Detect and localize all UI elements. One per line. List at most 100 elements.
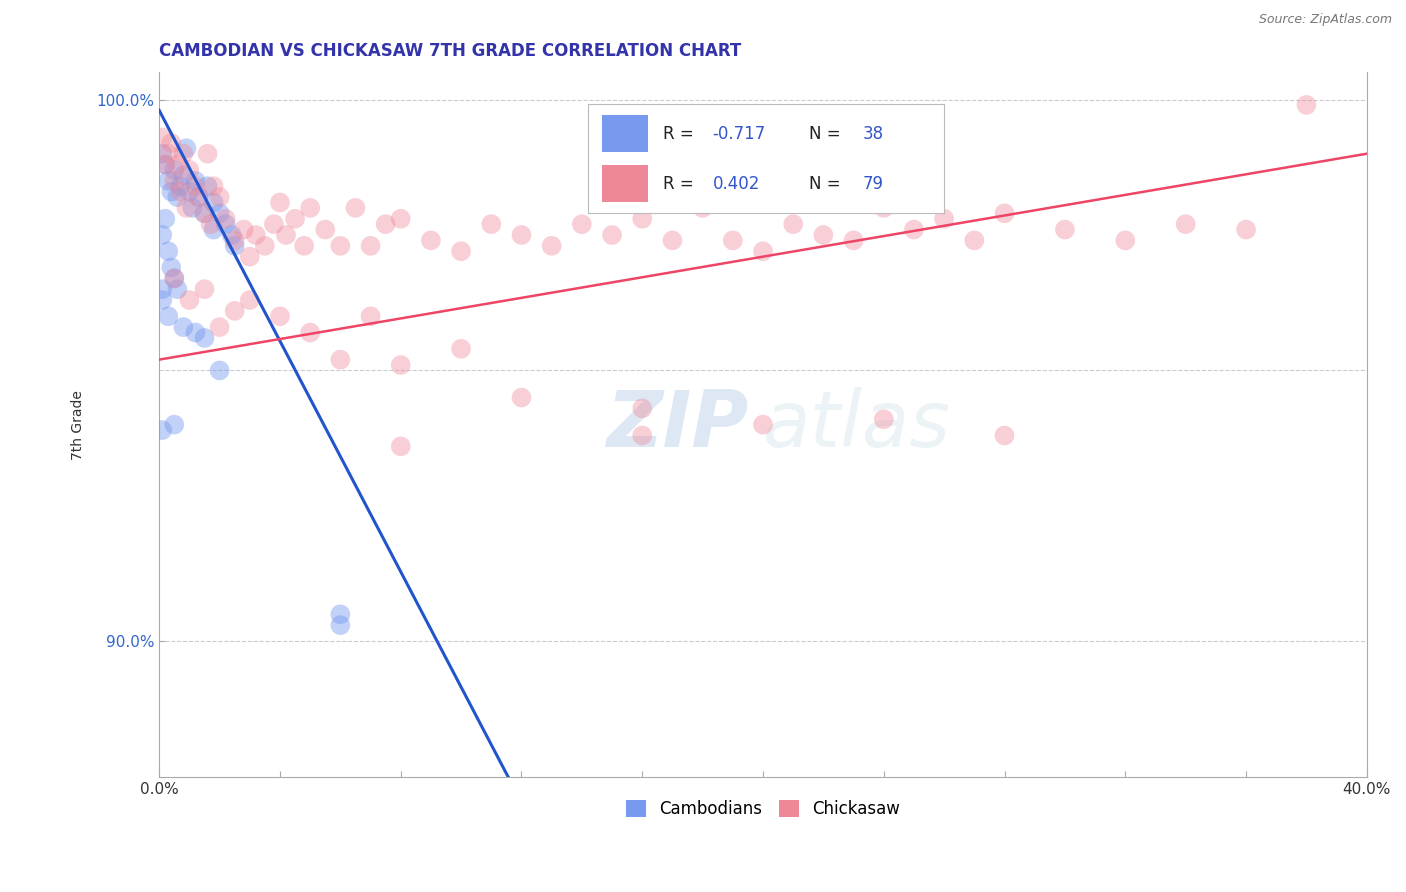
Point <box>389 439 412 453</box>
Point <box>389 358 412 372</box>
Point <box>571 217 593 231</box>
Point <box>510 391 533 405</box>
Point <box>631 401 654 416</box>
Legend: Cambodians, Chickasaw: Cambodians, Chickasaw <box>619 793 907 825</box>
Point <box>160 260 183 275</box>
Point <box>299 201 322 215</box>
Point <box>269 195 291 210</box>
Point <box>873 412 896 426</box>
Point <box>202 179 225 194</box>
Point <box>193 282 215 296</box>
Point <box>232 222 254 236</box>
Point <box>163 174 186 188</box>
Point <box>184 326 207 340</box>
Point <box>540 239 562 253</box>
Point <box>208 190 231 204</box>
Point <box>842 234 865 248</box>
Point <box>329 618 352 632</box>
Point <box>163 271 186 285</box>
Point <box>661 234 683 248</box>
Point <box>263 217 285 231</box>
Point <box>752 417 775 432</box>
Point <box>166 282 188 296</box>
Point <box>1114 234 1136 248</box>
Point <box>239 250 262 264</box>
Point <box>374 217 396 231</box>
Point <box>157 244 180 259</box>
Point <box>450 244 472 259</box>
Point <box>160 185 183 199</box>
Point <box>155 157 177 171</box>
Point <box>150 146 173 161</box>
Point <box>197 179 219 194</box>
Point <box>169 185 191 199</box>
Point <box>176 141 198 155</box>
Point <box>179 293 201 307</box>
Point <box>479 217 502 231</box>
Point <box>172 146 194 161</box>
Point <box>782 217 804 231</box>
Point <box>150 130 173 145</box>
Point <box>184 174 207 188</box>
Point <box>631 211 654 226</box>
Point <box>329 239 352 253</box>
Point <box>208 363 231 377</box>
Point <box>166 190 188 204</box>
Point <box>208 320 231 334</box>
Point <box>184 179 207 194</box>
Point <box>157 174 180 188</box>
Point <box>299 326 322 340</box>
Point <box>193 206 215 220</box>
Point <box>208 206 231 220</box>
Point <box>155 211 177 226</box>
Point <box>181 201 204 215</box>
Point <box>269 310 291 324</box>
Point <box>160 136 183 150</box>
Point <box>200 217 222 231</box>
Point <box>1234 222 1257 236</box>
Point <box>292 239 315 253</box>
Point <box>224 234 246 248</box>
Point <box>150 423 173 437</box>
Point <box>202 222 225 236</box>
Point <box>193 331 215 345</box>
Point <box>692 201 714 215</box>
Point <box>214 217 236 231</box>
Text: CAMBODIAN VS CHICKASAW 7TH GRADE CORRELATION CHART: CAMBODIAN VS CHICKASAW 7TH GRADE CORRELA… <box>159 42 741 60</box>
Text: ZIP: ZIP <box>606 386 748 463</box>
Point <box>166 157 188 171</box>
Text: Source: ZipAtlas.com: Source: ZipAtlas.com <box>1258 13 1392 27</box>
Point <box>221 227 243 242</box>
Point <box>419 234 441 248</box>
Point <box>721 234 744 248</box>
Point <box>253 239 276 253</box>
Point <box>314 222 336 236</box>
Point <box>172 169 194 183</box>
Point <box>157 310 180 324</box>
Point <box>169 179 191 194</box>
Point <box>510 227 533 242</box>
Point <box>163 417 186 432</box>
Point <box>344 201 367 215</box>
Point <box>274 227 297 242</box>
Text: atlas: atlas <box>763 386 950 463</box>
Point <box>963 234 986 248</box>
Point <box>224 303 246 318</box>
Point <box>224 239 246 253</box>
Point <box>873 201 896 215</box>
Point <box>187 190 209 204</box>
Point <box>163 163 186 178</box>
Point <box>187 190 209 204</box>
Point <box>450 342 472 356</box>
Point <box>245 227 267 242</box>
Point <box>993 428 1015 442</box>
Point <box>1174 217 1197 231</box>
Point <box>163 271 186 285</box>
Point <box>202 195 225 210</box>
Point <box>193 206 215 220</box>
Point <box>1053 222 1076 236</box>
Point <box>934 211 956 226</box>
Point <box>155 157 177 171</box>
Point <box>176 201 198 215</box>
Point <box>150 293 173 307</box>
